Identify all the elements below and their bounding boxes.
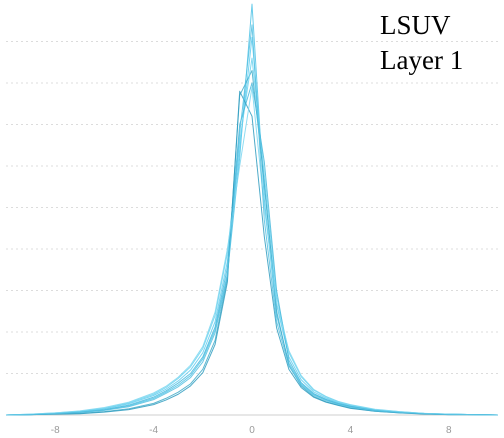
x-tick-label: 0 xyxy=(249,425,255,436)
x-tick-label: -4 xyxy=(149,425,158,436)
series-line-2 xyxy=(5,36,499,416)
series-line-3 xyxy=(5,70,499,416)
series-line-8 xyxy=(5,24,499,416)
series-line-6 xyxy=(5,90,499,416)
x-tick-label: 8 xyxy=(446,425,452,436)
x-axis-ticks: -8 -4 0 4 8 xyxy=(51,425,452,436)
series-line-7 xyxy=(5,86,499,416)
annotation-line-2: Layer 1 xyxy=(380,45,463,75)
series-line-4 xyxy=(5,57,499,416)
series-lines xyxy=(5,3,499,416)
annotation-line-1: LSUV xyxy=(380,10,451,40)
x-tick-label: -8 xyxy=(51,425,60,436)
x-tick-label: 4 xyxy=(348,425,354,436)
chart-annotation: LSUV Layer 1 xyxy=(380,10,463,75)
